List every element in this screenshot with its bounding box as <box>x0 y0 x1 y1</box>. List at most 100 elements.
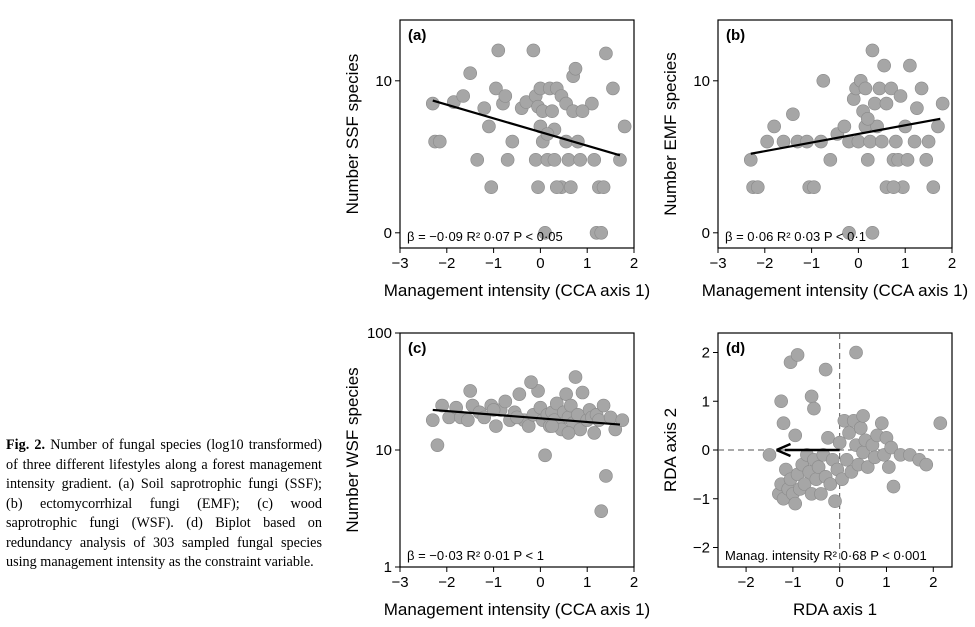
x-tick-label: −1 <box>803 255 820 272</box>
data-point <box>933 416 948 430</box>
data-point <box>786 107 800 122</box>
data-point <box>596 398 611 413</box>
data-point <box>821 431 835 445</box>
data-point <box>526 43 541 58</box>
data-point <box>874 134 889 149</box>
x-tick-label: −2 <box>738 574 755 591</box>
data-point <box>856 409 870 423</box>
y-tick-label: 2 <box>702 345 710 362</box>
data-point <box>538 226 552 240</box>
data-point <box>564 180 578 194</box>
data-point <box>461 413 475 427</box>
data-point <box>823 153 838 167</box>
caption-text: Number of fungal species (log10 transfor… <box>6 437 323 570</box>
data-point <box>760 134 774 149</box>
data-point <box>900 153 915 167</box>
data-point <box>903 58 917 73</box>
x-tick-label: 2 <box>948 255 956 272</box>
data-point <box>491 43 506 58</box>
data-point <box>889 134 903 149</box>
panel-label: (a) <box>408 27 426 44</box>
data-point <box>592 413 606 427</box>
data-point <box>561 153 576 167</box>
x-tick-label: 2 <box>929 574 937 591</box>
y-tick-label: 1 <box>384 559 392 576</box>
panel-a: −3 −2 −1 0 1 2 0 10 (a) β = −0·09 R² 0·07 P < 0·0… <box>343 19 650 300</box>
x-tick-label: −1 <box>784 574 801 591</box>
data-point <box>463 384 478 398</box>
data-point <box>486 403 501 417</box>
data-point <box>832 435 847 450</box>
stats-annotation: Manag. intensity R² 0·68 P < 0·001 <box>725 548 927 563</box>
data-point <box>839 452 854 467</box>
y-axis-label: Number EMF species <box>661 52 680 215</box>
data-point <box>564 398 578 413</box>
data-point <box>767 119 781 134</box>
x-tick-label: 1 <box>583 574 591 591</box>
data-point <box>837 119 852 134</box>
x-tick-label: 0 <box>536 574 544 591</box>
data-point <box>489 419 503 433</box>
data-point <box>594 504 609 518</box>
x-tick-label: −2 <box>438 574 455 591</box>
data-point <box>816 74 831 88</box>
x-tick-label: −3 <box>391 255 408 272</box>
x-tick-label: −2 <box>756 255 773 272</box>
x-tick-label: 0 <box>536 255 544 272</box>
data-point <box>528 153 543 167</box>
x-tick-label: 2 <box>630 574 638 591</box>
data-point <box>774 394 788 409</box>
data-point <box>860 460 875 474</box>
regression-line <box>432 408 621 426</box>
data-point <box>505 134 520 149</box>
data-point <box>599 469 613 483</box>
x-axis-label: RDA axis 1 <box>793 600 877 619</box>
data-point <box>512 387 527 401</box>
x-tick-label: −3 <box>709 255 726 272</box>
data-point <box>482 119 496 134</box>
stats-annotation: β = −0·03 R² 0·01 P < 1 <box>407 548 544 563</box>
stats-annotation: β = 0·06 R² 0·03 P < 0·1 <box>725 229 866 244</box>
data-point <box>435 398 449 413</box>
data-point <box>874 416 889 430</box>
data-point <box>877 58 891 73</box>
plot-frame <box>399 19 635 249</box>
data-point <box>926 180 941 194</box>
panel-d: −2 −1 0 1 2 −2 −1 0 1 2 (d) Manag. intensity R² 0·6… <box>661 332 953 619</box>
panel-label: (c) <box>408 340 426 357</box>
data-point <box>872 81 887 96</box>
x-tick-label: −1 <box>485 574 502 591</box>
data-point <box>568 61 583 76</box>
data-point <box>545 104 559 118</box>
data-point <box>573 153 587 167</box>
data-point <box>776 416 791 430</box>
data-point <box>863 134 877 149</box>
data-point <box>865 43 880 58</box>
data-point <box>814 487 828 501</box>
data-point <box>907 134 922 149</box>
panel-label: (b) <box>726 27 745 44</box>
data-point <box>531 180 545 194</box>
data-point <box>893 89 908 103</box>
data-point <box>549 180 564 194</box>
stats-annotation: β = −0·09 R² 0·07 P < 0·05 <box>407 229 563 244</box>
y-axis-label: Number SSF species <box>343 54 362 215</box>
x-tick-label: 1 <box>583 255 591 272</box>
data-point <box>823 477 838 491</box>
data-point <box>797 477 812 491</box>
data-point <box>545 419 559 433</box>
data-point <box>860 112 875 126</box>
data-point <box>849 345 863 360</box>
data-point <box>596 180 611 194</box>
data-point <box>750 180 765 194</box>
data-point <box>617 119 632 134</box>
data-point <box>606 81 620 96</box>
data-point <box>594 226 609 240</box>
data-point <box>884 81 898 96</box>
y-tick-label: 10 <box>693 73 710 90</box>
data-point <box>865 226 880 240</box>
data-point <box>599 46 613 61</box>
data-point <box>547 153 562 167</box>
data-point <box>489 81 503 96</box>
y-axis-label: Number WSF species <box>343 367 362 532</box>
